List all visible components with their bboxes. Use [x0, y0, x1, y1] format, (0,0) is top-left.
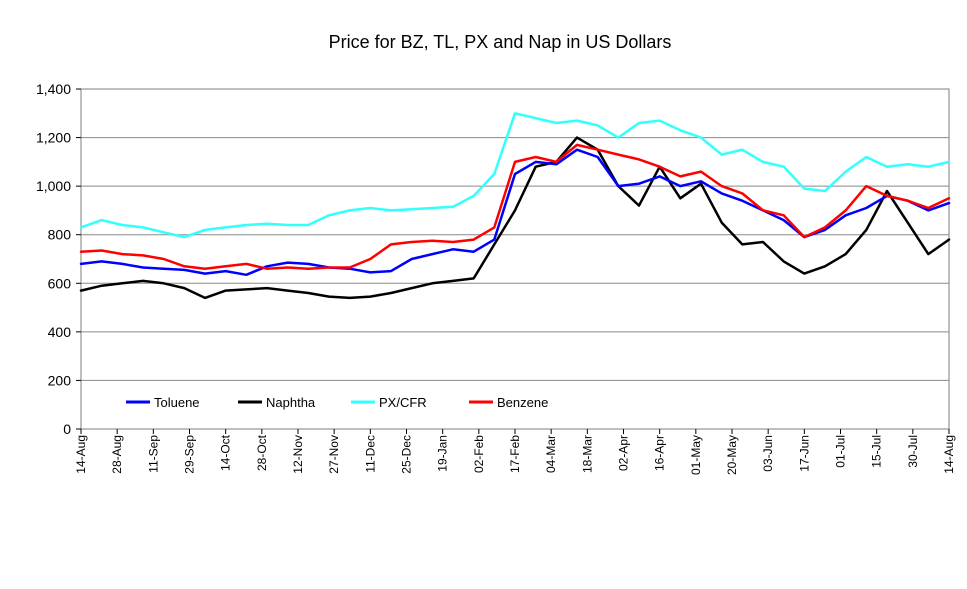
x-tick-label: 20-May [725, 435, 739, 475]
y-tick-label: 1,000 [36, 178, 71, 194]
axes: 0 200 400 600 800 1,000 1,200 1,400 14-Aug 28-Aug… [36, 81, 956, 475]
y-tick-label: 1,400 [36, 81, 71, 97]
y-tick-label: 0 [63, 421, 71, 437]
series-lines [79, 112, 951, 300]
y-tick-label: 200 [48, 372, 72, 388]
x-tick-label: 11-Sep [146, 435, 160, 473]
y-tick-label: 1,200 [36, 130, 71, 146]
x-tick-label: 28-Aug [110, 435, 124, 474]
x-tick-label: 27-Nov [327, 435, 341, 474]
x-tick-label: 15-Jul [870, 435, 884, 468]
legend-label: Naphtha [266, 395, 316, 410]
y-tick-label: 600 [48, 275, 72, 291]
y-tick-label: 800 [48, 227, 72, 243]
x-tick-label: 01-May [689, 435, 703, 475]
x-tick-label: 02-Apr [617, 435, 631, 471]
x-tick-label: 17-Feb [508, 435, 522, 473]
series-line-benzene [79, 143, 951, 270]
legend-label: PX/CFR [379, 395, 427, 410]
gridlines [81, 137, 949, 381]
x-tick-label: 18-Mar [580, 435, 594, 473]
x-tick-label: 01-Jul [834, 435, 848, 468]
x-tick-label: 19-Jan [436, 435, 450, 472]
legend-label: Toluene [154, 395, 200, 410]
x-tick-label: 29-Sep [183, 435, 197, 474]
series-line-naphtha [79, 136, 951, 300]
x-tick-label: 16-Apr [653, 435, 667, 471]
x-tick-label: 03-Jun [761, 435, 775, 472]
x-tick-label: 02-Feb [472, 435, 486, 473]
legend-label: Benzene [497, 395, 548, 410]
chart-title: Price for BZ, TL, PX and Nap in US Dolla… [328, 32, 672, 52]
x-tick-label: 04-Mar [544, 435, 558, 473]
x-tick-label: 12-Nov [291, 435, 305, 474]
y-tick-label: 400 [48, 324, 72, 340]
x-tick-label: 11-Dec [363, 435, 377, 473]
x-tick-label: 30-Jul [906, 435, 920, 468]
plot-area [80, 88, 950, 430]
series-line-px-cfr [79, 112, 951, 239]
x-tick-label: 14-Aug [942, 435, 956, 474]
x-tick-label: 14-Oct [219, 434, 233, 471]
x-tick-label: 17-Jun [797, 435, 811, 472]
legend: Toluene Naphtha PX/CFR Benzene [126, 395, 548, 410]
x-tick-label: 25-Dec [400, 435, 414, 474]
x-tick-label: 28-Oct [255, 434, 269, 471]
x-tick-label: 14-Aug [74, 435, 88, 474]
